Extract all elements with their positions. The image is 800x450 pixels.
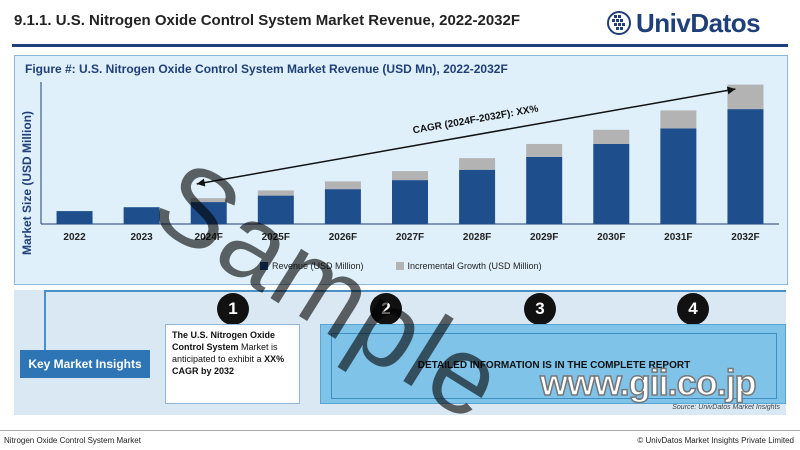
x-tick-label-2031F: 2031F [664,232,692,243]
insight-number-4: 4 [677,293,709,325]
insight-1-bold-subject: The U.S. Nitrogen Oxide Control System [172,330,276,352]
bar-incremental-2027F [392,171,428,181]
cagr-arrow-line [196,88,736,185]
bar-revenue-2027F [392,180,428,224]
x-tick-label-2030F: 2030F [597,232,625,243]
legend-swatch-incremental [395,262,404,270]
y-axis-label: Market Size (USD Million) [20,111,34,255]
insight-number-2: 2 [370,293,402,325]
bar-incremental-2028F [459,158,496,170]
x-tick-label-2023: 2023 [131,232,154,243]
legend-label-revenue: Revenue (USD Million) [272,261,364,271]
bar-revenue-2026F [324,189,361,224]
insights-rail-vertical [44,290,46,350]
bar-incremental-2025F [257,190,294,196]
figure-box: Figure #: U.S. Nitrogen Oxide Control Sy… [14,55,788,285]
logo-text: UnivDatos [636,8,761,38]
detail-text: DETAILED INFORMATION IS IN THE COMPLETE … [417,360,691,371]
gii-watermark: www.gii.co.jp [539,361,757,404]
bar-revenue-2030F [593,143,630,224]
insight-1-bold-cagr: XX% CAGR by 2032 [172,354,285,376]
title-rule [12,44,788,47]
legend: Revenue (USD Million) Incremental Growth… [260,261,542,271]
insight-1-text: Market is anticipated to exhibit a [172,342,278,364]
source-note: Source: UnivDatos Market Insights [672,404,780,411]
detail-box: DETAILED INFORMATION IS IN THE COMPLETE … [320,324,786,404]
bar-incremental-2026F [324,181,361,190]
x-tick-label-2027F: 2027F [396,232,424,243]
legend-item-incremental: Incremental Growth (USD Million) [395,261,542,271]
x-tick-label-2024F: 2024F [195,232,223,243]
bar-incremental-2031F [660,110,697,129]
key-market-insights-label: Key Market Insights [20,350,150,378]
x-tick-label-2028F: 2028F [463,232,491,243]
bar-revenue-2024F [190,202,227,224]
cagr-arrow-head-end [726,86,736,95]
chart: Market Size (USD Million) 2022 2023 2024F 20… [20,82,779,255]
page-title: 9.1.1. U.S. Nitrogen Oxide Control Syste… [14,12,521,29]
bar-incremental-2024F [190,198,227,203]
legend-item-revenue: Revenue (USD Million) [260,261,364,271]
bar-revenue-2022 [56,211,93,224]
logo-globe-icon [607,11,631,35]
bar-revenue-2023 [123,207,160,224]
insight-card-1: The U.S. Nitrogen Oxide Control System M… [165,324,300,404]
figure-title: Figure #: U.S. Nitrogen Oxide Control Sy… [25,62,508,76]
footer-right: © UnivDatos Market Insights Private Limi… [637,436,794,445]
x-tick-label-2029F: 2029F [530,232,558,243]
bar-revenue-2025F [257,195,294,224]
bar-incremental-2030F [593,129,630,144]
insight-number-3: 3 [524,293,556,325]
bar-revenue-2032F [727,109,764,224]
bar-revenue-2031F [660,128,697,224]
detail-inner-frame: DETAILED INFORMATION IS IN THE COMPLETE … [331,333,777,399]
insight-number-1: 1 [217,293,249,325]
footer-rule [0,430,800,431]
bar-revenue-2028F [459,169,496,224]
x-tick-label-2025F: 2025F [262,232,290,243]
legend-label-incremental: Incremental Growth (USD Million) [407,261,542,271]
x-tick-label-2026F: 2026F [329,232,357,243]
x-tick-label-2032F: 2032F [731,232,759,243]
cagr-arrow-head-start [196,178,206,187]
cagr-label: CAGR (2024F-2032F): XX% [412,104,539,137]
bar-incremental-2029F [526,143,563,157]
bar-revenue-2029F [526,156,563,224]
footer-left: Nitrogen Oxide Control System Market [4,436,141,445]
legend-swatch-revenue [260,262,268,270]
insights-rail-horizontal [44,290,786,292]
univdatos-logo: UnivDatos [606,8,786,40]
x-tick-label-2022: 2022 [63,232,86,243]
